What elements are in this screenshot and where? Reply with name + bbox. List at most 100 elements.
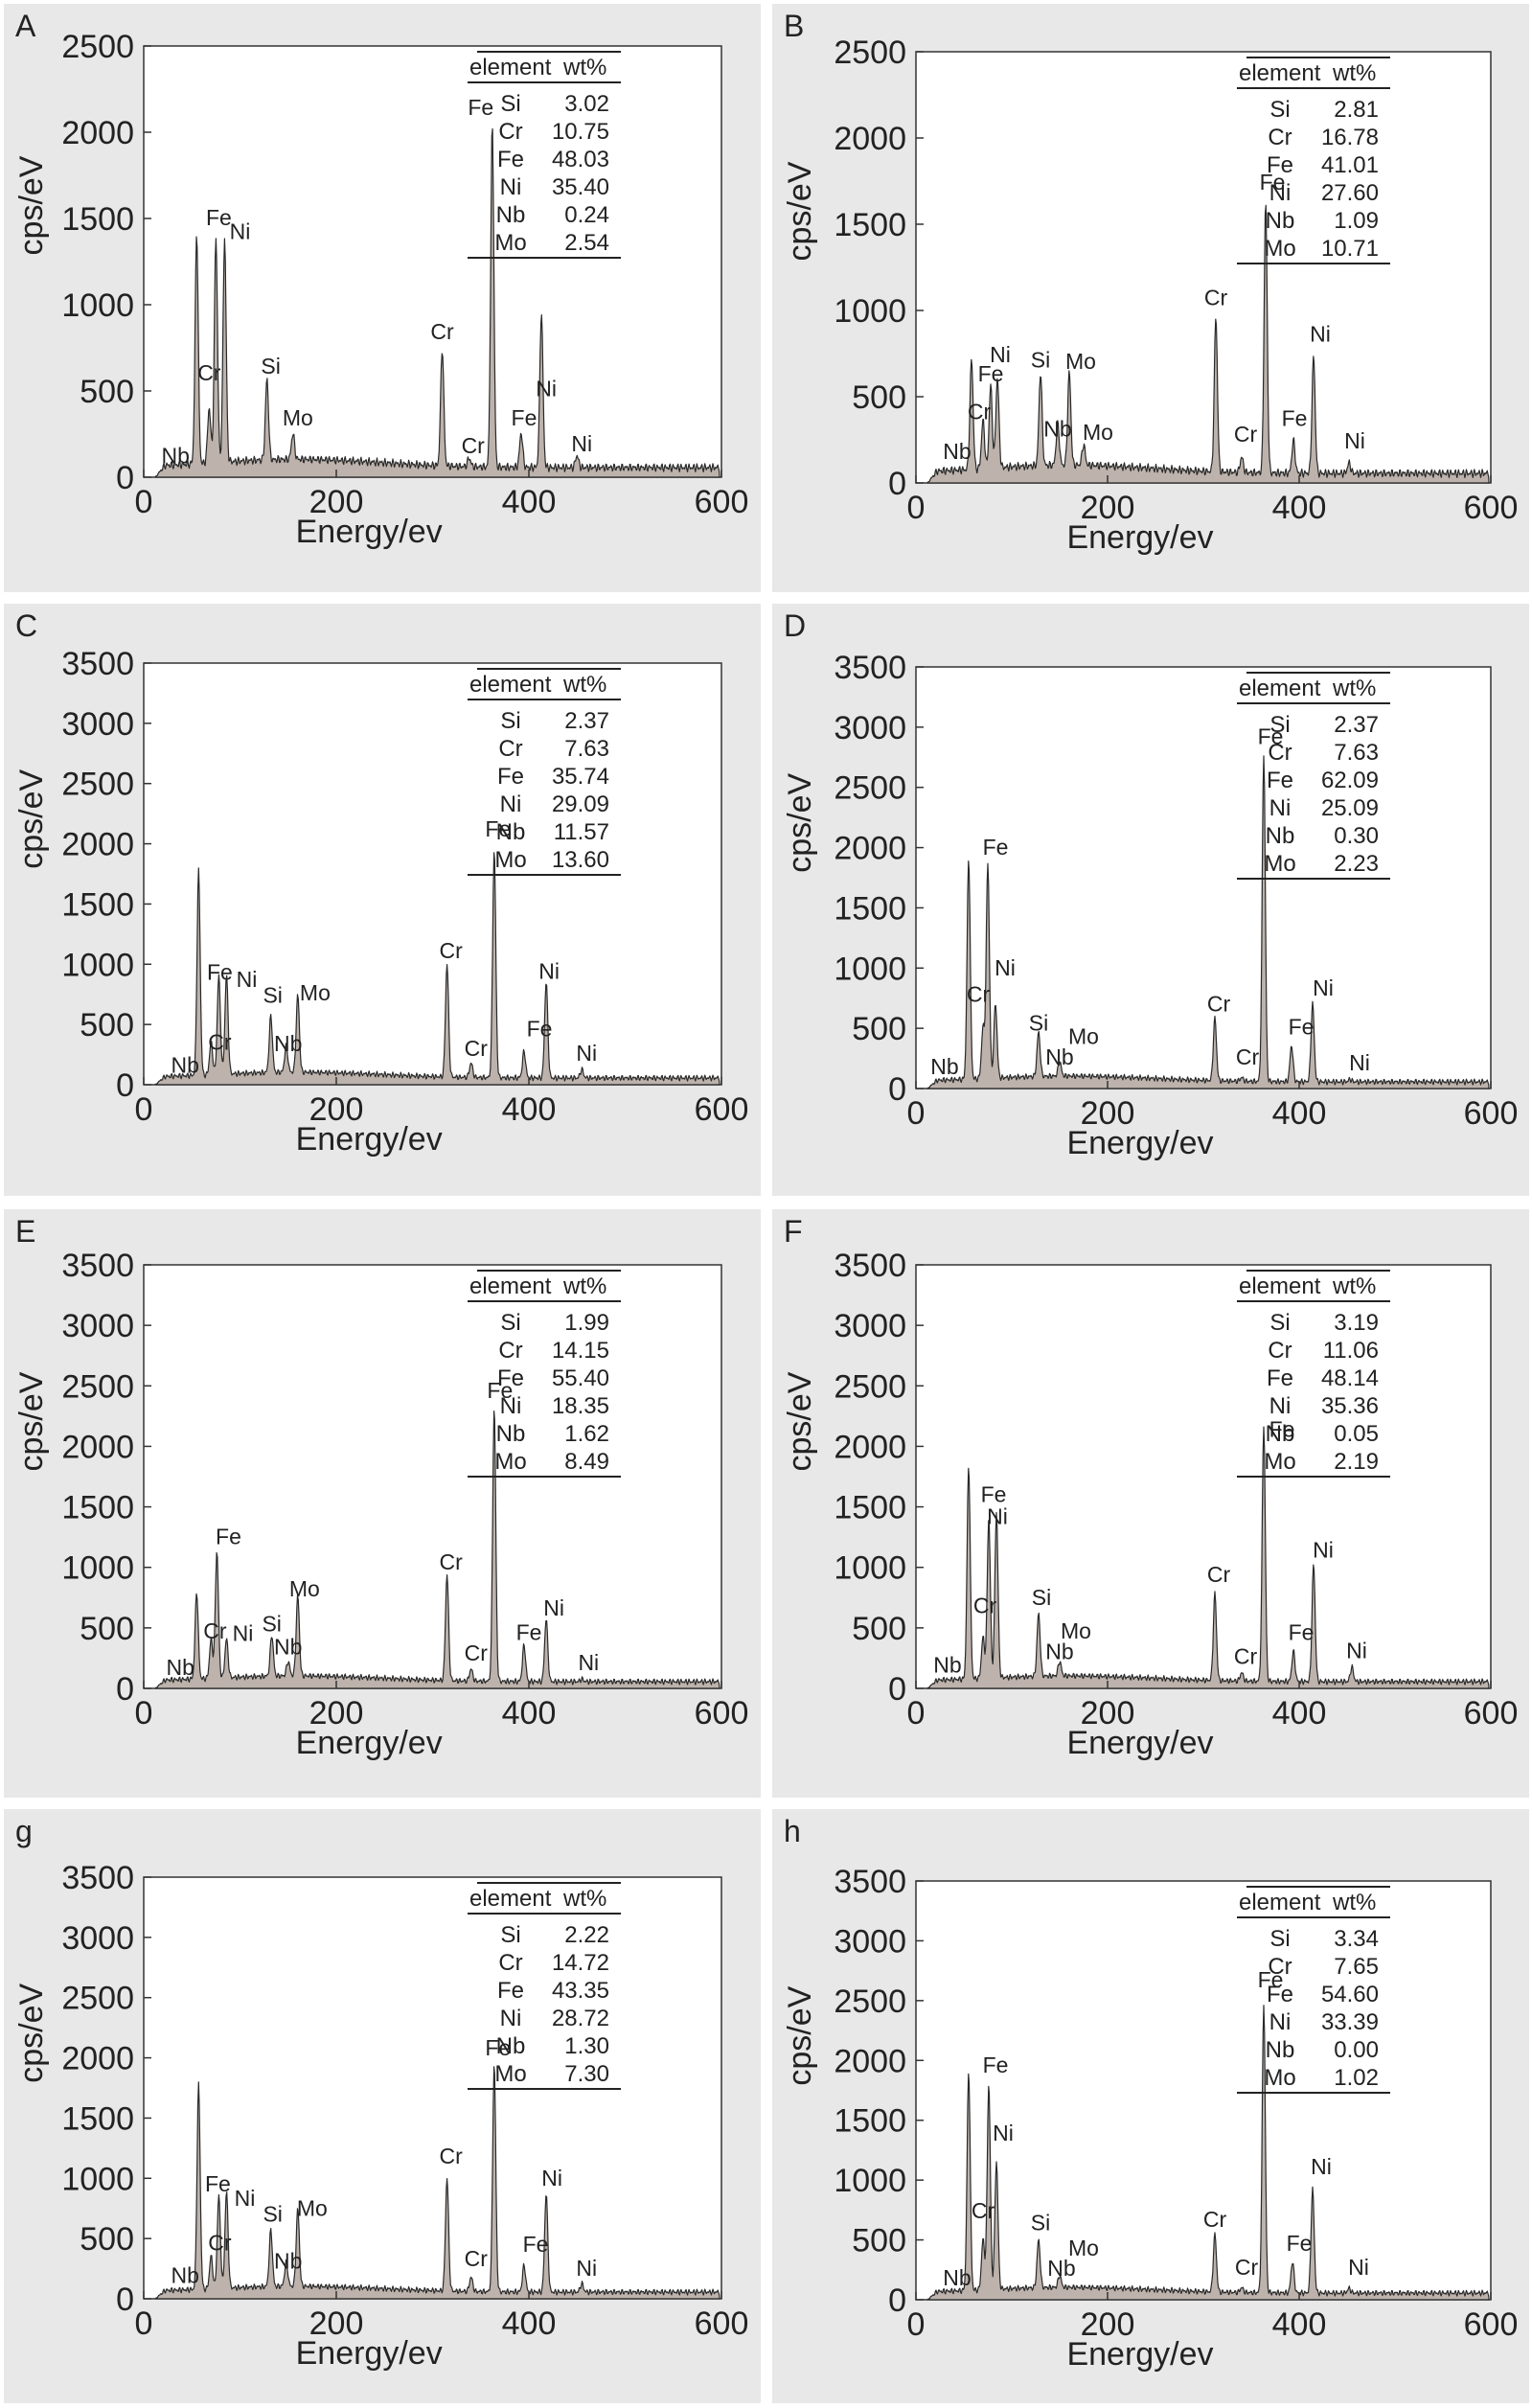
table-cell-value: 35.36 [1321, 1393, 1379, 1419]
x-tick-label: 200 [1081, 1695, 1135, 1731]
table-cell-value: 1.30 [564, 2033, 609, 2059]
peak-label: Cr [465, 2246, 489, 2271]
x-axis-title: Energy/ev [1066, 2336, 1213, 2373]
table-cell-value: 48.03 [552, 147, 609, 172]
table-header-wt: wt% [1332, 1890, 1376, 1915]
y-tick-label: 1500 [61, 886, 134, 923]
peak-label: Fe [1289, 1619, 1315, 1644]
table-cell-value: 18.35 [552, 1393, 609, 1419]
table-cell-value: 2.22 [564, 1922, 609, 1948]
x-tick-label: 600 [1464, 1095, 1519, 1132]
y-tick-label: 500 [80, 1611, 134, 1647]
table-cell-element: Mo [1264, 1449, 1295, 1475]
peak-label: Cr [1235, 2255, 1259, 2280]
panel-c: 0 200 400 600 0 500 1000 1500 2000 2500 3000 3500 En… [4, 604, 761, 1196]
peak-label: Cr [203, 1618, 227, 1643]
y-tick-label: 3000 [834, 710, 906, 746]
peak-label: Si [1031, 2211, 1050, 2236]
table-header-element: element [1239, 676, 1321, 701]
x-tick-label: 200 [309, 1091, 364, 1128]
y-tick-label: 3500 [834, 1248, 906, 1284]
peak-label: Nb [274, 1635, 302, 1660]
table-cell-element: Ni [500, 1393, 522, 1419]
table-cell-element: Mo [494, 230, 526, 256]
y-tick-label: 2000 [834, 2043, 906, 2079]
panel-letter: C [15, 608, 37, 643]
table-cell-value: 55.40 [552, 1365, 609, 1391]
x-tick-label: 200 [309, 2305, 364, 2342]
peak-label: Mo [1065, 349, 1096, 374]
x-tick-label: 600 [695, 1695, 749, 1731]
table-header-element: element [469, 1273, 552, 1299]
y-tick-label: 2500 [834, 770, 906, 807]
peak-label: Fe [1260, 170, 1286, 195]
y-tick-label: 1500 [61, 201, 134, 238]
peak-label: Cr [1236, 1044, 1260, 1069]
peak-label: Si [1032, 1585, 1051, 1610]
x-tick-label: 0 [135, 1091, 153, 1128]
peak-label: Cr [462, 433, 486, 458]
peak-label: Ni [237, 967, 258, 992]
y-tick-label: 0 [888, 1671, 906, 1708]
table-cell-element: Si [500, 91, 520, 117]
peak-label: Ni [1313, 1538, 1334, 1563]
peak-label: Fe [485, 2035, 511, 2060]
peak-label: Fe [485, 816, 511, 841]
panel-letter: g [15, 1814, 33, 1848]
peak-label: Cr [1234, 1644, 1258, 1669]
y-tick-label: 3500 [61, 1248, 134, 1284]
y-tick-label: 2000 [61, 115, 134, 151]
table-cell-element: Ni [1269, 2009, 1292, 2035]
y-tick-label: 3000 [61, 1920, 134, 1957]
y-axis-title: cps/eV [13, 769, 50, 869]
x-tick-label: 400 [502, 1695, 557, 1731]
x-axis-title: Energy/ev [1066, 1725, 1213, 1761]
peak-label: Fe [1258, 1967, 1284, 1992]
plot-area [915, 1880, 1492, 2301]
spectrum-series [926, 204, 1490, 484]
table-cell-element: Cr [498, 1338, 522, 1364]
y-tick-label: 3000 [834, 1923, 906, 1960]
y-tick-label: 0 [116, 1067, 134, 1104]
table-cell-element: Fe [1267, 1365, 1293, 1391]
table-cell-element: Nb [1266, 2037, 1295, 2063]
table-cell-element: Nb [1266, 823, 1295, 849]
table-cell-value: 0.05 [1334, 1421, 1379, 1447]
table-header-element: element [469, 55, 552, 80]
x-tick-label: 600 [695, 2305, 749, 2342]
panel-h: 0 200 400 600 0 500 1000 1500 2000 2500 3000 3500 En… [772, 1809, 1529, 2403]
y-axis-title: cps/eV [782, 1985, 818, 2085]
table-cell-value: 3.19 [1334, 1310, 1379, 1336]
table-cell-value: 10.71 [1321, 236, 1379, 262]
table-header-wt: wt% [562, 672, 606, 698]
peak-label: Nb [274, 1031, 302, 1056]
x-tick-label: 0 [135, 2305, 153, 2342]
table-cell-element: Nb [496, 1421, 526, 1447]
peak-label: Ni [1344, 428, 1365, 453]
table-cell-element: Ni [500, 2006, 522, 2031]
table-cell-value: 1.02 [1334, 2065, 1379, 2091]
panel-e: 0 200 400 600 0 500 1000 1500 2000 2500 3000 3500 En… [4, 1209, 761, 1798]
table-cell-element: Fe [497, 1365, 524, 1391]
y-tick-label: 2500 [61, 767, 134, 803]
y-axis-title: cps/eV [13, 1984, 50, 2083]
peak-label: Nb [274, 2249, 302, 2274]
peak-label: Ni [1349, 1050, 1370, 1075]
peak-label: Cr [972, 2198, 995, 2223]
y-tick-label: 500 [852, 1611, 906, 1647]
table-cell-value: 11.06 [1323, 1338, 1379, 1364]
table-cell-value: 2.81 [1334, 97, 1379, 123]
y-tick-label: 1500 [834, 2103, 906, 2140]
peak-label: Nb [930, 1054, 958, 1079]
x-axis-title: Energy/ev [296, 2335, 443, 2372]
y-tick-label: 500 [80, 2221, 134, 2258]
composition-table: element wt% Si 2.22 Cr 14.72 Fe 43.35 Ni 28.72 Nb 1… [468, 1882, 621, 2090]
panel-letter: F [784, 1214, 803, 1249]
peak-label: Ni [541, 2166, 562, 2190]
table-cell-element: Si [500, 708, 520, 734]
y-tick-label: 2000 [834, 831, 906, 867]
table-cell-element: Si [1269, 1310, 1290, 1336]
y-tick-label: 1500 [834, 207, 906, 243]
x-tick-label: 600 [695, 484, 749, 520]
table-header-wt: wt% [1332, 60, 1376, 86]
